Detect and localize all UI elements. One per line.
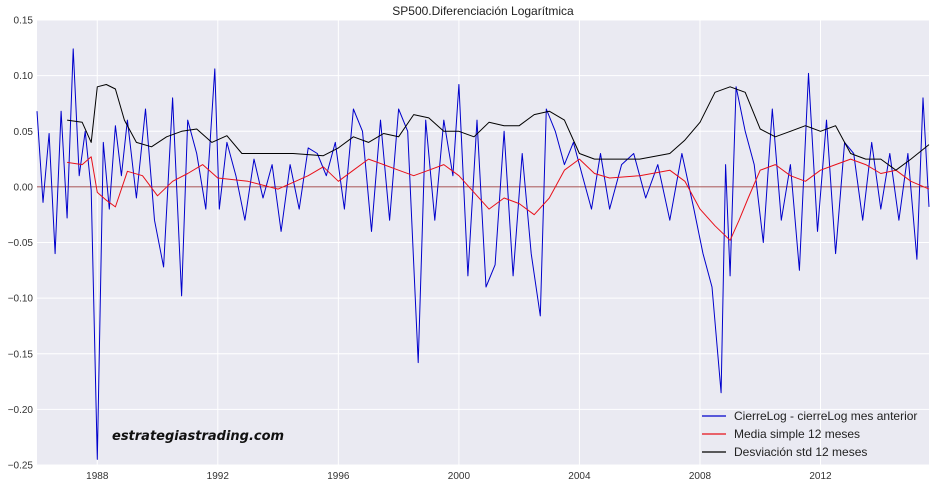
y-tick-label: 0.15 — [14, 16, 34, 27]
y-tick-label: 0.00 — [14, 182, 34, 193]
x-tick-labels: 1988 1992 1996 2000 2004 2008 2012 — [86, 471, 832, 482]
series-line-std-12 — [67, 84, 930, 171]
x-tick-label: 2012 — [809, 471, 832, 482]
series-line-log-diff — [36, 48, 930, 460]
y-tick-label: 0.05 — [14, 127, 34, 138]
x-tick-label: 1988 — [86, 471, 109, 482]
legend-label-sma: Media simple 12 meses — [734, 427, 860, 441]
legend-label-log: CierreLog - cierreLog mes anterior — [734, 409, 917, 423]
series-layer — [36, 48, 930, 460]
y-tick-label: −0.10 — [8, 294, 34, 305]
legend: CierreLog - cierreLog mes anterior Media… — [702, 409, 917, 459]
watermark-text: estrategiastrading.com — [112, 429, 284, 444]
y-tick-label: −0.15 — [8, 349, 34, 360]
series-line-sma-12 — [67, 156, 930, 241]
x-tick-label: 2004 — [568, 471, 591, 482]
y-tick-label: −0.05 — [8, 238, 34, 249]
legend-label-std: Desviación std 12 meses — [734, 445, 867, 459]
y-tick-label: 0.10 — [14, 71, 34, 82]
y-tick-label: −0.25 — [8, 461, 34, 472]
chart-title: SP500.Diferenciación Logarítmica — [392, 4, 574, 18]
y-tick-label: −0.20 — [8, 405, 34, 416]
x-tick-label: 1992 — [207, 471, 230, 482]
y-tick-labels: −0.25 −0.20 −0.15 −0.10 −0.05 0.00 0.05 … — [8, 16, 34, 472]
grid-layer — [37, 19, 929, 466]
x-tick-label: 1996 — [327, 471, 350, 482]
x-tick-label: 2000 — [448, 471, 471, 482]
x-tick-label: 2008 — [689, 471, 712, 482]
